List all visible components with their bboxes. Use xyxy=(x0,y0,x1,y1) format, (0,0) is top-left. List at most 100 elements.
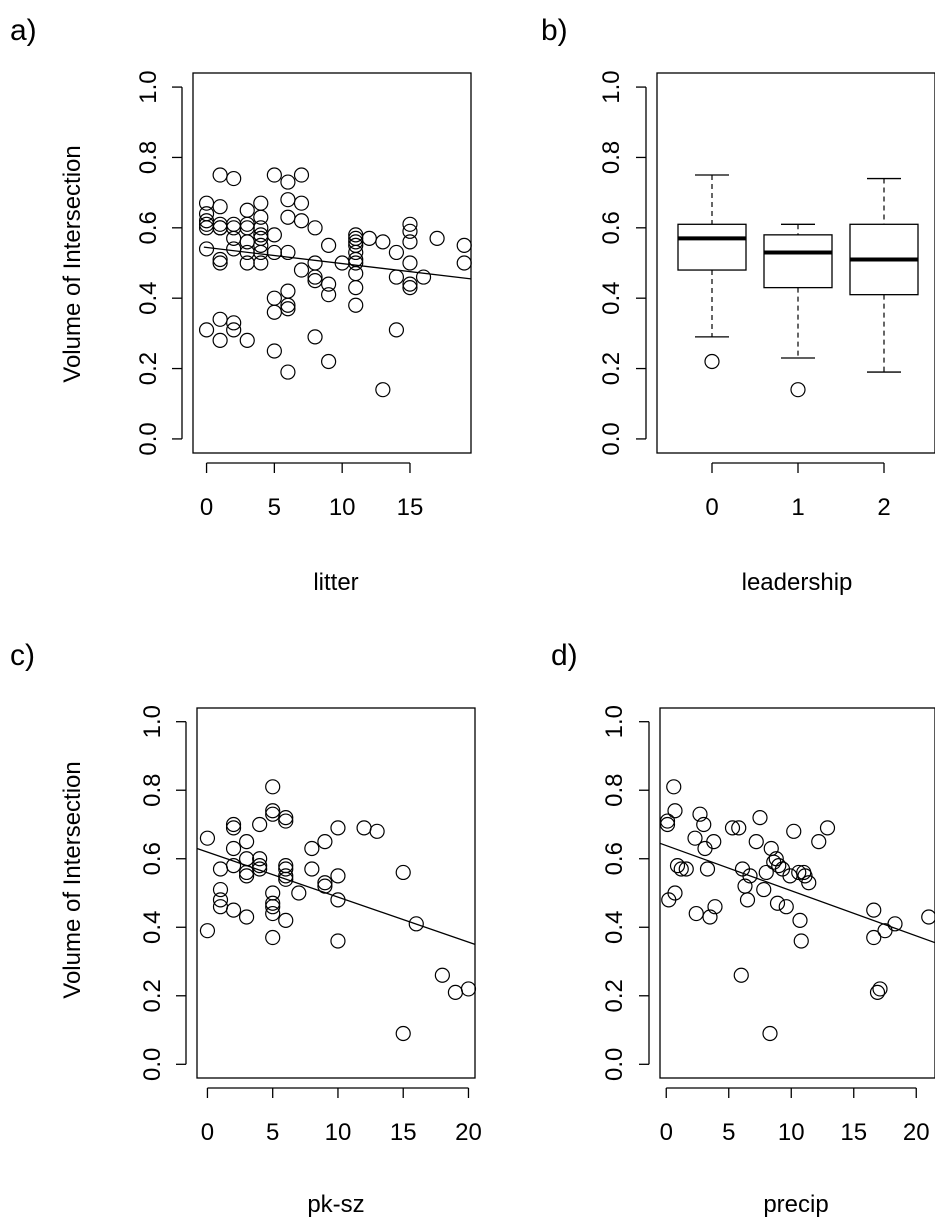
panel-a-data-point xyxy=(293,195,310,211)
panel-a-data-point xyxy=(348,255,364,271)
panel-a-data-point xyxy=(388,322,405,338)
panel-d-data-point xyxy=(707,899,723,915)
panel-c-data-point xyxy=(330,868,346,884)
panel-c-data-point xyxy=(395,1025,411,1042)
panel-d-data-point xyxy=(792,912,808,929)
panel-a-data-point xyxy=(212,332,228,349)
panel-b-box-0-outlier xyxy=(704,353,720,370)
panel-b-y-tick-label: 0.4 xyxy=(598,281,625,314)
panel-a-data-point xyxy=(307,269,323,285)
panel-c-label: c) xyxy=(10,639,35,672)
panel-c-y-tick-label: 0.8 xyxy=(139,774,166,807)
panel-d-y-tick-label: 1.0 xyxy=(601,705,628,738)
panel-a-data-point xyxy=(266,343,282,359)
panel-c-data-point xyxy=(252,851,268,867)
panel-d-y-tick-label: 0.8 xyxy=(601,774,628,807)
panel-d-data-point xyxy=(752,810,768,826)
panel-d-data-point xyxy=(921,909,935,925)
panel-a-x-axis-title: litter xyxy=(313,569,358,596)
panel-d-data-point xyxy=(706,834,722,850)
panel-d-label: d) xyxy=(551,639,578,672)
panel-a-data-point xyxy=(212,255,228,271)
panel-c-data-point xyxy=(212,892,229,908)
panel-d-y-tick-label: 0.2 xyxy=(601,979,628,1012)
panel-d-x-tick-label: 20 xyxy=(903,1119,930,1146)
panel-d-data-point xyxy=(748,834,764,850)
panel-c-data-point xyxy=(225,820,242,836)
panel-c-data-point xyxy=(199,923,216,939)
panel-d-data-point xyxy=(758,864,774,881)
panel-a-data-point xyxy=(402,234,418,250)
panel-c-data-point xyxy=(304,840,320,857)
panel-c-y-tick-label: 0.2 xyxy=(139,979,166,1012)
panel-a-data-point xyxy=(321,287,337,303)
panel-a-data-point xyxy=(280,297,296,313)
panel-a-data-point xyxy=(226,322,242,338)
panel-c-data-point xyxy=(408,916,424,932)
panel-d-data-point xyxy=(699,861,716,877)
panel-a-data-point xyxy=(348,280,364,296)
panel-c-x-tick-label: 20 xyxy=(455,1119,482,1146)
panel-a-data-point xyxy=(456,255,472,271)
panel-c-data-point xyxy=(238,909,255,925)
panel-c-data-point xyxy=(278,813,294,829)
panel-d-data-point xyxy=(667,803,683,819)
panel-a-data-point xyxy=(280,174,296,190)
panel-c-x-tick-label: 0 xyxy=(201,1119,214,1146)
panel-b-box-1-outlier xyxy=(790,382,806,398)
panel-c-data-point xyxy=(238,834,255,850)
panel-a: a) Volume of Intersection litter 0.0 0.2 0… xyxy=(10,14,472,596)
panel-a-data-point xyxy=(226,170,242,187)
panel-c-data-point xyxy=(212,881,229,898)
panel-c-data-point xyxy=(291,885,307,901)
panel-d-x-tick-label: 10 xyxy=(778,1119,805,1146)
panel-a-data-point xyxy=(307,220,323,236)
panel-c-data-point xyxy=(238,868,255,884)
panel-a-data-point xyxy=(198,322,215,338)
panel-b-y-tick-label: 0.6 xyxy=(598,211,625,244)
panel-d-data-point xyxy=(667,885,683,901)
panel-a-data-point xyxy=(321,353,337,370)
panel-a-data-point xyxy=(402,280,418,296)
panel-a-data-point xyxy=(402,276,418,292)
panel-d-data-point xyxy=(872,981,888,997)
panel-d-data-point xyxy=(786,823,802,839)
panel-b-label: b) xyxy=(541,14,568,47)
panel-a-data-point xyxy=(321,237,337,254)
panel-d-data-point xyxy=(866,902,882,918)
panel-d-data-point xyxy=(739,892,756,908)
panel-d-data-point xyxy=(669,857,686,874)
panel-c-data-point xyxy=(434,967,450,983)
panel-a-data-point xyxy=(402,255,418,271)
panel-a-x-tick-label: 0 xyxy=(200,494,213,521)
panel-c-data-point xyxy=(278,912,294,929)
panel-a-y-axis-title: Volume of Intersection xyxy=(59,145,86,382)
panel-c-data-point xyxy=(330,820,346,836)
panel-c-data-point xyxy=(265,779,281,795)
panel-a-x-tick-label: 10 xyxy=(329,494,356,521)
panel-b: b) leadership 0.0 0.2 0.4 0.6 0.8 1.0 0 1 2 xyxy=(541,14,935,596)
panel-d-y-tick-label: 0.0 xyxy=(601,1048,628,1081)
panel-d-data-point xyxy=(692,806,708,822)
panel-d-x-tick-label: 15 xyxy=(840,1119,867,1146)
panel-b-x-tick-label: 2 xyxy=(877,494,890,521)
panel-d-data-point xyxy=(687,830,703,846)
panel-a-label: a) xyxy=(10,14,37,47)
panel-c-data-point xyxy=(278,810,294,826)
panel-a-data-point xyxy=(280,364,296,380)
panel-a-data-point xyxy=(293,213,310,229)
panel-a-data-point xyxy=(388,244,405,261)
panel-b-x-tick-label: 0 xyxy=(705,494,718,521)
panel-d-fit-line xyxy=(659,842,935,944)
panel-c-y-tick-label: 0.4 xyxy=(139,911,166,944)
panel-c-data-point xyxy=(265,895,281,911)
panel-a-data-point xyxy=(280,244,296,261)
panel-a-data-point xyxy=(415,269,432,285)
panel-a-data-point xyxy=(293,167,310,183)
panel-d-data-point xyxy=(869,984,886,1000)
panel-a-data-point xyxy=(212,251,228,268)
panel-a-x-tick-label: 15 xyxy=(397,494,424,521)
panel-c-y-tick-label: 1.0 xyxy=(139,705,166,738)
panel-d-frame xyxy=(659,707,935,1079)
panel-c-data-point xyxy=(278,861,294,877)
